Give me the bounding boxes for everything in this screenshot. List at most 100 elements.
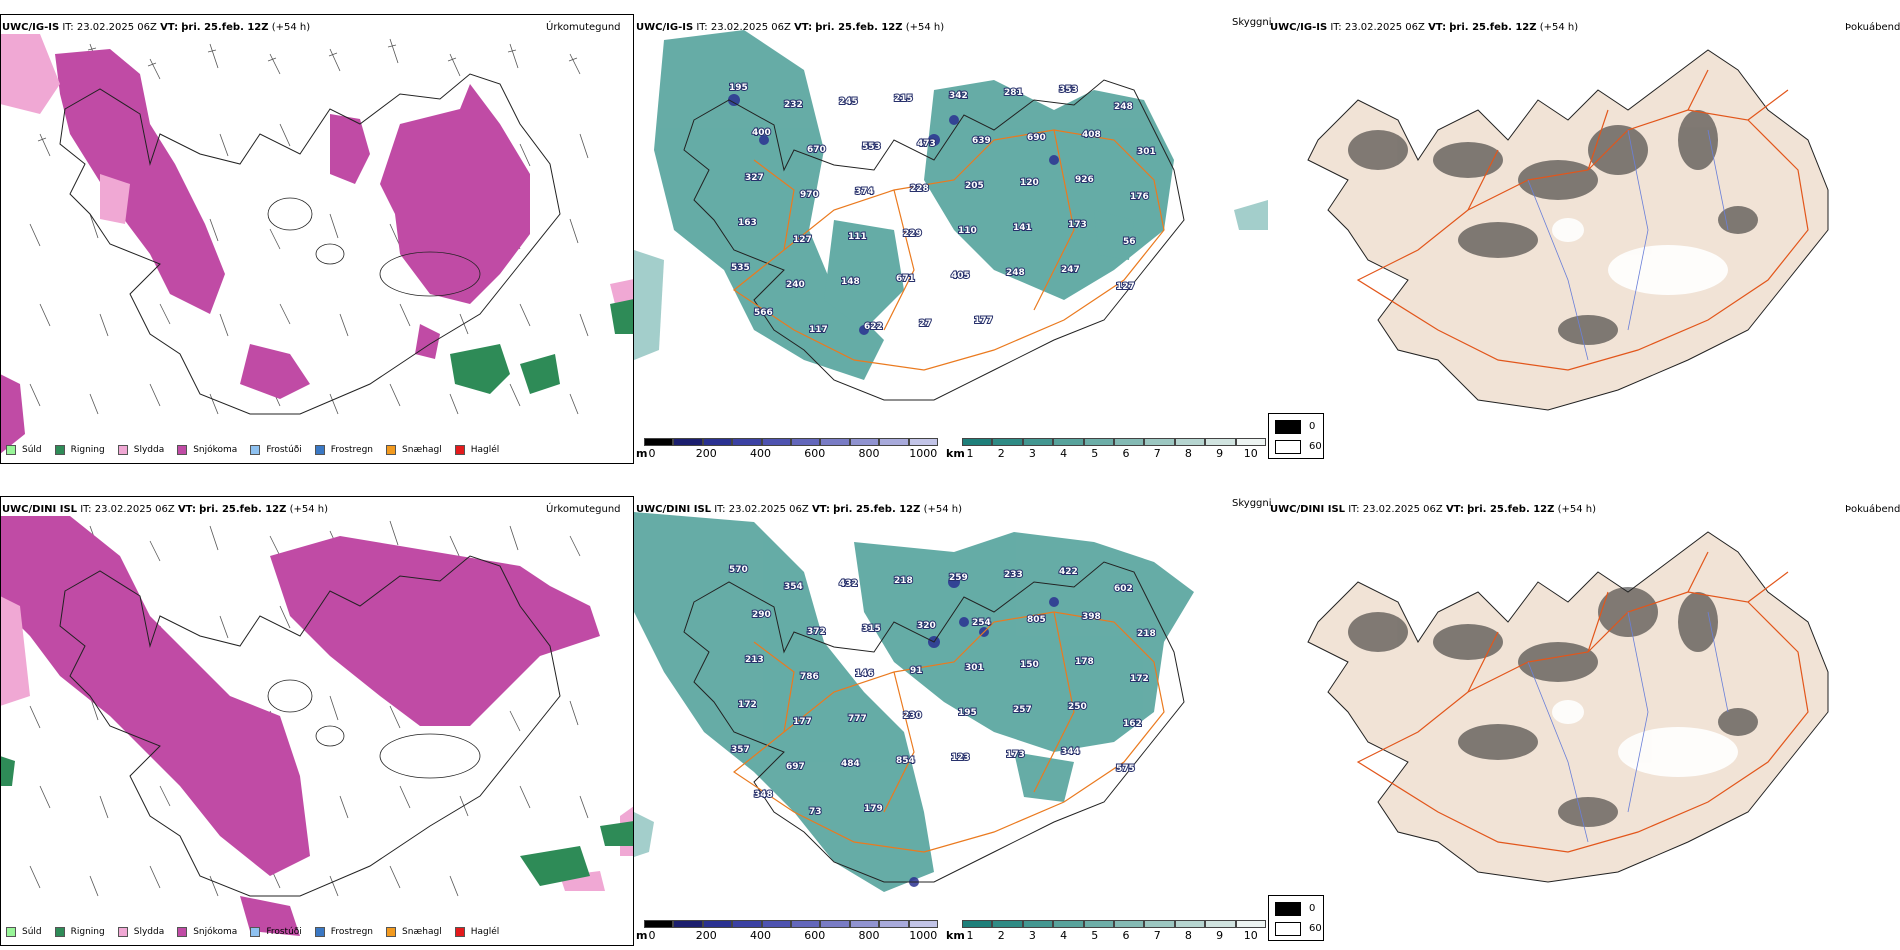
visibility-value-label: 805 (1027, 615, 1046, 625)
visibility-value-label: 229 (903, 229, 922, 239)
visibility-bar-segment (1053, 438, 1084, 446)
legend-swatch (386, 445, 397, 455)
lead-time: (+54 h) (905, 22, 945, 33)
legend-label: Frostregn (330, 445, 374, 455)
cloud-header-top: UWC/IG-IS IT: 23.02.2025 06Z VT: þri. 25… (1270, 22, 1578, 34)
vt-label: VT: (1445, 504, 1464, 515)
legend-label: Rigning (70, 927, 105, 937)
visibility-value-label: 777 (848, 714, 867, 724)
visibility-bar-tick-label: 6 (1122, 929, 1130, 942)
lead-time: (+54 h) (1557, 504, 1597, 515)
visibility-value-label: 218 (894, 576, 913, 586)
cloud-title-top: Þokuábendi (1845, 22, 1900, 33)
visibility-value-label: 56 (1123, 237, 1136, 247)
visibility-value-label: 281 (1004, 88, 1023, 98)
visibility-value-label: 127 (793, 235, 812, 245)
legend-label: Snjókoma (193, 445, 238, 455)
visibility-value-label: 27 (919, 319, 932, 329)
cloud-panel-bottom (1268, 512, 1900, 892)
visibility-bar-tick-label: 4 (1060, 447, 1068, 460)
vt-value: þri. 25.feb. 12Z (833, 504, 921, 515)
altitude-bar-tick-label: 400 (750, 929, 772, 942)
it-label: IT: (1330, 22, 1342, 33)
legend-swatch (314, 445, 325, 455)
legend-swatch (454, 445, 465, 455)
visibility-value-label: 240 (786, 280, 805, 290)
cloud-key-black-swatch (1275, 902, 1301, 916)
visibility-value-label: 205 (965, 181, 984, 191)
visibility-value-label: 176 (1130, 192, 1149, 202)
it-value: 23.02.2025 06Z (94, 504, 175, 515)
roads-top (732, 129, 1165, 371)
visibility-labels-bottom: 570 354 432 218 259 233 422 602 290 372 315 320 254 8… (728, 564, 1157, 818)
fog-dark-areas-bottom (1348, 587, 1758, 827)
visibility-value-label: 301 (1137, 147, 1156, 157)
visibility-value-label: 213 (745, 655, 764, 665)
legend-label: Haglél (470, 445, 500, 455)
legend-item-slydda: Slydda (117, 927, 164, 937)
vt-value: þri. 25.feb. 12Z (199, 504, 287, 515)
visibility-value-label: 422 (1059, 567, 1078, 577)
precip-map-top (0, 34, 634, 454)
altitude-bar-segment (849, 920, 880, 928)
visibility-bar-tick-label: 5 (1091, 929, 1099, 942)
visibility-title-top: Skyggni (1232, 17, 1272, 28)
visibility-bar-segment (1114, 438, 1145, 446)
cloud-map-bottom (1307, 531, 1829, 883)
visibility-value-label: 570 (729, 565, 748, 575)
visibility-value-label: 315 (862, 624, 881, 634)
visibility-value-label: 854 (896, 756, 915, 766)
visibility-value-label: 163 (738, 218, 757, 228)
legend-item-rigning: Rigning (54, 927, 105, 937)
altitude-bar-segment (644, 438, 674, 446)
visibility-bar-tick-label: 3 (1028, 929, 1036, 942)
visibility-header-bottom: UWC/DINI ISL IT: 23.02.2025 06Z VT: þri.… (636, 504, 962, 516)
vt-value: þri. 25.feb. 12Z (1449, 22, 1537, 33)
legend-item-frostregn: Frostregn (314, 927, 373, 937)
visibility-value-label: 117 (809, 325, 828, 335)
visibility-value-label: 179 (864, 804, 883, 814)
visibility-bar-unit: km (946, 447, 965, 460)
legend-item-sula: Súld (6, 445, 42, 455)
visibility-bar-segment (1235, 438, 1266, 446)
roads-bottom (732, 611, 1165, 853)
visibility-value-label: 671 (896, 274, 915, 284)
visibility-value-label: 233 (1004, 570, 1023, 580)
visibility-value-label: 348 (754, 790, 773, 800)
visibility-bar-tick-label: 9 (1216, 447, 1224, 460)
altitude-bar-segment (702, 920, 733, 928)
visibility-bar-segment (1235, 920, 1266, 928)
altitude-bar-segment (761, 920, 791, 928)
visibility-value-label: 146 (855, 669, 874, 679)
visibility-value-label: 248 (1114, 102, 1133, 112)
visibility-value-label: 218 (1137, 629, 1156, 639)
visibility-value-label: 215 (894, 94, 913, 104)
legend-swatch (54, 927, 65, 937)
visibility-labels-top: 195 232 245 215 342 281 353 248 400 670 553 473 639 6… (728, 82, 1157, 336)
visibility-bar-segment (1114, 920, 1145, 928)
cloud-panel-top (1268, 30, 1900, 430)
visibility-value-label: 257 (1013, 705, 1032, 715)
cloud-key-white-label: 60 (1309, 441, 1322, 452)
visibility-value-label: 250 (1068, 702, 1087, 712)
cloud-key-white-swatch (1275, 440, 1301, 454)
visibility-value-label: 177 (974, 316, 993, 326)
rivers-bottom (1527, 611, 1729, 843)
legend-item-snjokoma: Snjókoma (177, 445, 237, 455)
cloud-key-black-label: 0 (1309, 903, 1316, 914)
visibility-value-label: 408 (1082, 130, 1101, 140)
lead-time: (+54 h) (1539, 22, 1579, 33)
visibility-value-label: 602 (1114, 584, 1133, 594)
visibility-value-label: 177 (793, 717, 812, 727)
legend-item-haglel: Haglél (454, 927, 500, 937)
visibility-value-label: 342 (949, 91, 968, 101)
visibility-low-areas-top (634, 30, 1268, 380)
visibility-value-label: 344 (1061, 747, 1080, 757)
legend-item-haglel: Haglél (454, 445, 500, 455)
vt-label: VT: (811, 504, 830, 515)
visibility-bar-segment (1144, 920, 1175, 928)
legend-label: Haglél (470, 927, 500, 937)
visibility-value-label: 535 (731, 263, 750, 273)
precip-rain-areas-bottom (0, 756, 634, 886)
visibility-value-label: 670 (807, 145, 826, 155)
